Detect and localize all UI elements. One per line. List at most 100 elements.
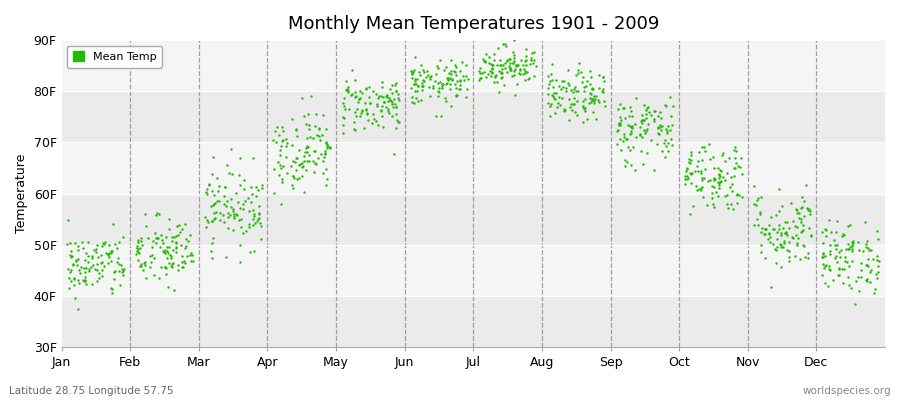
Point [219,253,233,260]
Point [381,108,395,114]
Point [199,223,213,230]
Point [415,83,429,90]
Point [861,246,876,253]
Point [353,95,367,101]
Point [67,276,81,282]
Point [518,46,533,53]
Point [70,247,85,253]
Point [412,68,427,75]
Point [869,270,884,277]
Point [68,295,82,302]
Point [612,122,626,128]
Point [134,234,148,241]
Point [681,175,696,181]
Point [134,263,148,269]
Point [510,81,525,87]
Point [71,280,86,286]
Point [823,248,837,254]
Point [111,255,125,261]
Point [519,57,534,64]
Point [611,106,625,112]
Point [220,214,235,221]
Point [86,281,100,287]
Point [297,158,311,164]
Point [647,108,662,115]
Point [352,96,366,102]
Point [211,188,225,194]
Point [652,109,667,115]
Point [224,171,238,177]
Point [231,172,246,178]
Point [162,260,176,266]
Point [248,193,263,200]
Point [491,45,506,51]
Point [549,77,563,83]
Point [144,259,158,266]
Point [651,124,665,131]
Point [800,250,814,256]
Point [708,188,723,195]
Point [307,169,321,175]
Point [139,211,153,217]
Point [417,69,431,76]
Point [297,153,311,160]
Point [164,263,178,269]
Point [786,218,800,224]
Point [161,244,176,250]
Point [367,116,382,122]
Point [391,95,405,101]
Point [691,158,706,165]
Point [133,238,148,244]
Point [706,200,720,207]
Point [66,260,80,267]
Point [871,236,886,243]
Point [870,256,885,263]
Point [655,123,670,129]
Point [62,275,77,282]
Point [435,81,449,88]
Point [488,74,502,80]
Point [586,96,600,102]
Point [247,216,261,222]
Point [512,66,526,73]
Point [104,286,119,292]
Point [223,212,238,218]
Point [544,60,559,67]
Point [703,177,717,183]
Point [359,110,374,116]
Point [568,109,582,115]
Point [753,209,768,215]
Point [710,165,724,171]
Point [108,268,122,274]
Point [71,277,86,283]
Point [179,243,194,249]
Point [473,65,488,72]
Point [319,166,333,172]
Point [130,243,144,250]
Point [105,289,120,296]
Point [494,70,508,76]
Point [384,113,399,119]
Point [247,212,261,219]
Point [634,117,648,124]
Point [557,108,572,114]
Point [165,234,179,240]
Point [138,262,152,268]
Point [442,70,456,76]
Point [183,252,197,258]
Point [320,145,334,151]
Point [861,262,876,269]
Point [655,148,670,154]
Point [114,269,129,275]
Point [149,240,164,246]
Point [501,55,516,62]
Point [279,136,293,143]
Point [854,260,868,266]
Point [822,217,836,223]
Point [707,165,722,171]
Point [586,108,600,115]
Point [610,127,625,133]
Point [227,210,241,217]
Bar [61,245,885,296]
Point [131,246,146,252]
